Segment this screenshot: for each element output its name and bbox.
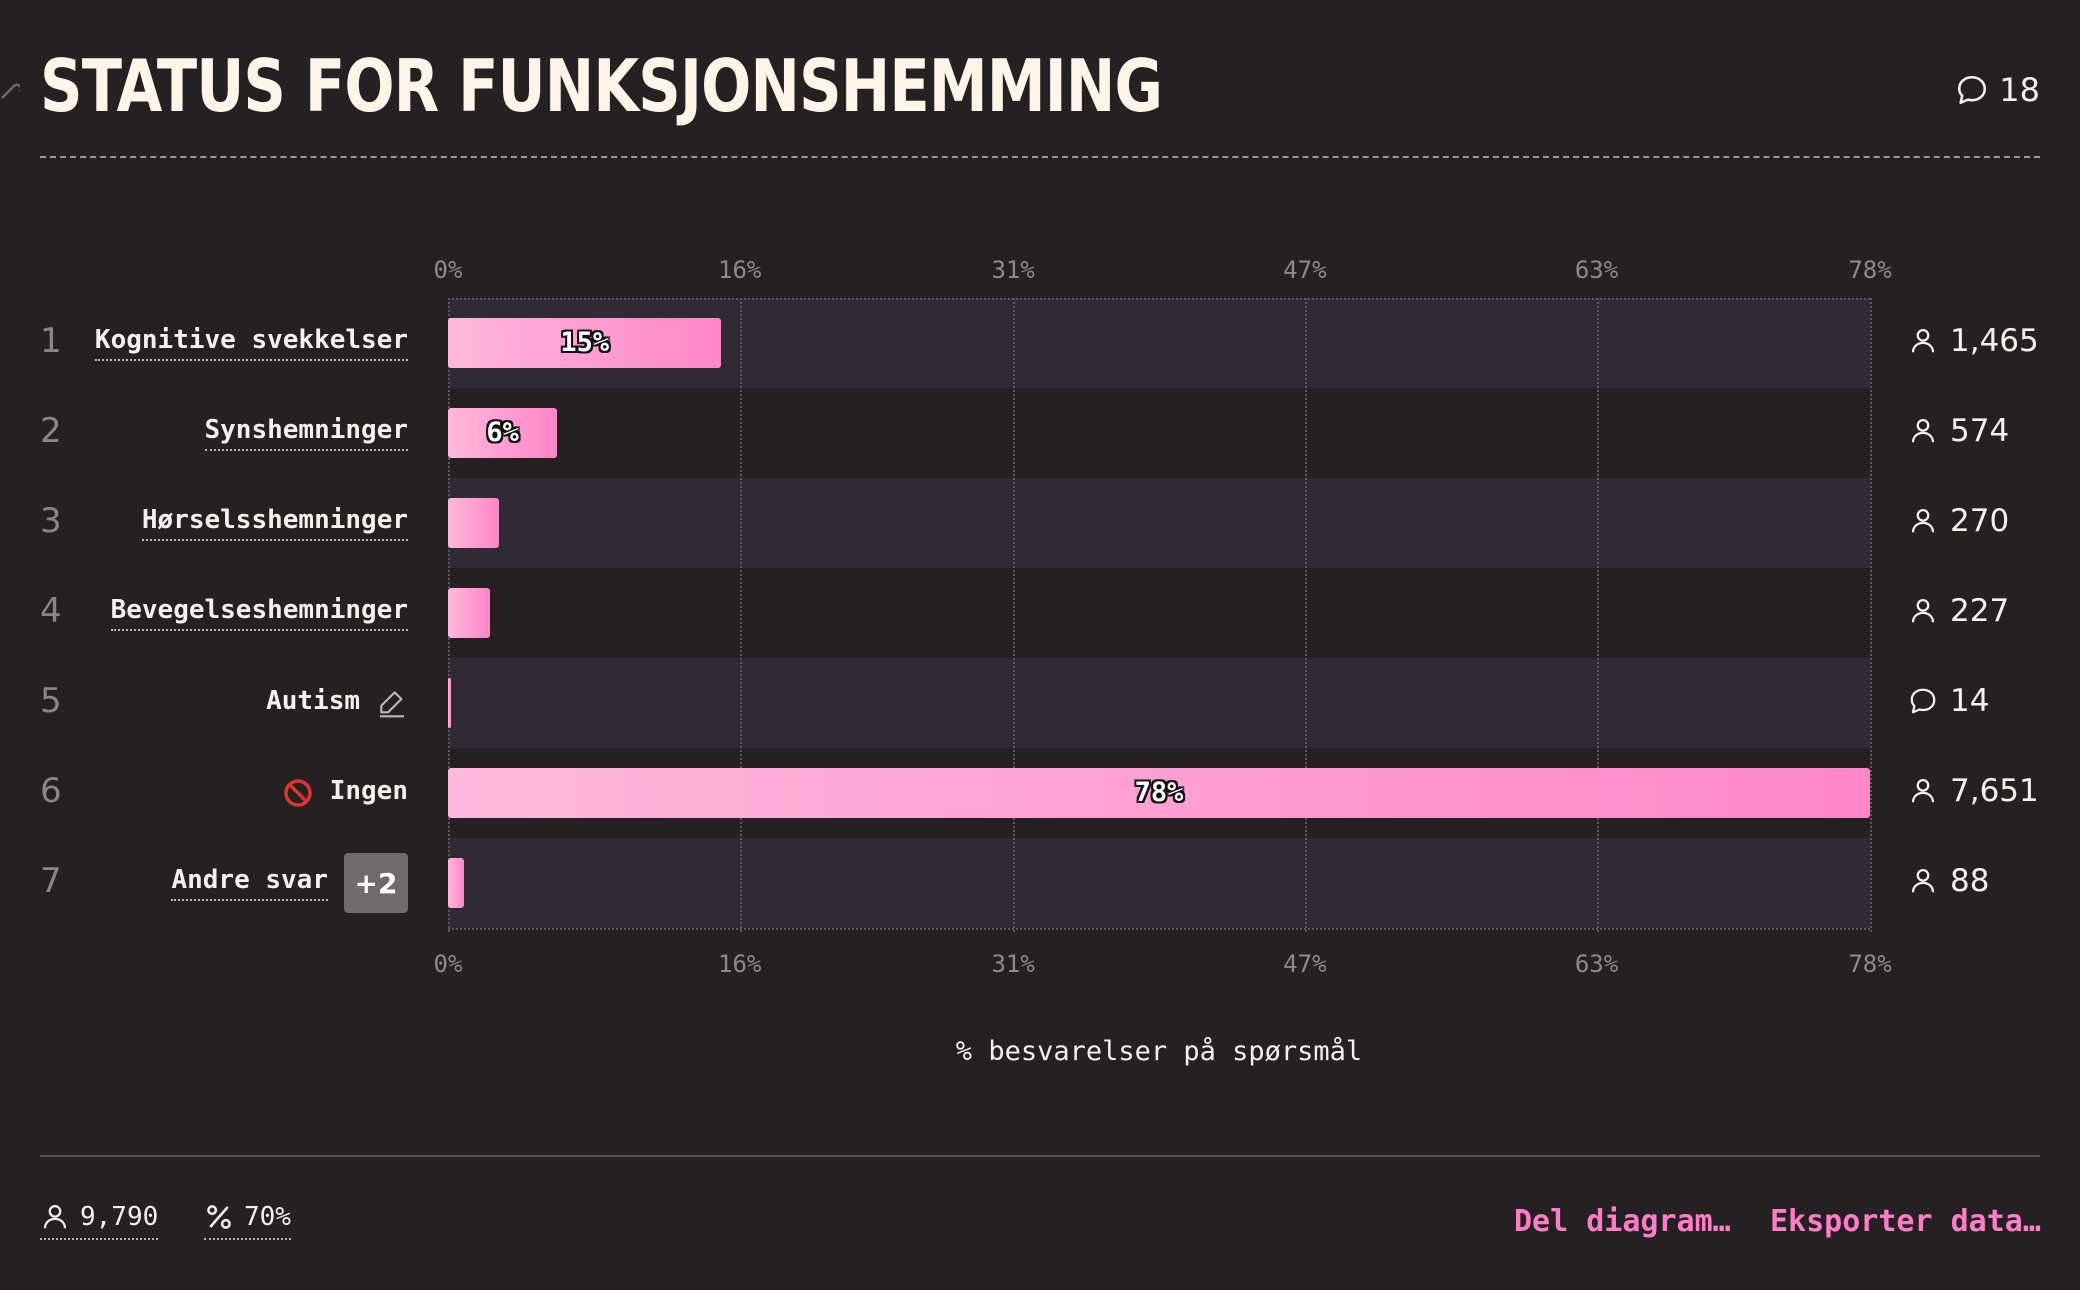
category-label-group: Synshemninger — [204, 403, 408, 463]
x-tick-label-bottom: 78% — [1848, 950, 1892, 978]
x-axis-top — [448, 298, 1870, 300]
respondents-stat[interactable]: 9,790 — [40, 1202, 159, 1240]
x-axis-bottom — [448, 928, 1870, 930]
category-label-group: Hørselsshemninger — [141, 493, 408, 553]
gridline — [1870, 298, 1872, 932]
no-entry-icon — [283, 779, 312, 807]
bar[interactable] — [448, 858, 465, 908]
x-tick-label-top: 47% — [1283, 256, 1327, 284]
x-tick-label-top: 63% — [1574, 256, 1619, 284]
page-title: STATUS FOR FUNKSJONSHEMMING — [40, 44, 1163, 128]
comment-icon — [1910, 688, 1936, 714]
person-icon — [43, 1205, 67, 1229]
rank-number: 6 — [40, 771, 62, 811]
percent-icon — [207, 1205, 231, 1229]
more-answers-badge[interactable]: +2 — [344, 853, 408, 913]
person-icon — [1911, 869, 1935, 893]
category-label-group: Ingen — [282, 763, 408, 823]
category-label-group: Autism — [266, 673, 408, 733]
response-count-value: 1,465 — [1950, 323, 2039, 359]
category-label[interactable]: Kognitive svekkelser — [94, 325, 408, 361]
response-count: 88 — [1908, 863, 1989, 899]
bar[interactable] — [448, 768, 1870, 818]
x-tick-label-top: 78% — [1848, 256, 1892, 284]
link-icon[interactable] — [0, 70, 20, 110]
bar[interactable] — [448, 408, 558, 458]
category-label[interactable]: Bevegelseshemninger — [110, 595, 408, 631]
comment-icon — [1958, 75, 1987, 105]
rank-number: 5 — [40, 681, 62, 721]
response-count: 14 — [1908, 683, 1989, 719]
person-icon — [1911, 599, 1935, 623]
comment-count: 18 — [1999, 71, 2040, 109]
respondents-count: 9,790 — [80, 1202, 159, 1232]
x-tick-label-top: 31% — [991, 256, 1035, 284]
comments-button[interactable]: 18 — [1955, 68, 2040, 112]
category-label-group: Kognitive svekkelser — [94, 313, 408, 373]
footer-divider — [40, 1155, 2040, 1157]
row-band-7 — [448, 838, 1870, 928]
bar-value-label: 15% — [560, 327, 610, 358]
title-divider — [40, 156, 2040, 158]
response-rate: 70% — [244, 1202, 291, 1232]
person-icon — [1911, 329, 1935, 353]
category-label[interactable]: Andre svar — [171, 865, 328, 901]
x-tick-label-bottom: 16% — [718, 950, 762, 978]
category-label[interactable]: Hørselsshemninger — [141, 505, 408, 541]
person-icon — [1911, 779, 1935, 803]
category-label: Autism — [266, 686, 360, 716]
response-count: 1,465 — [1908, 323, 2039, 359]
category-label-group: Bevegelseshemninger — [110, 583, 408, 643]
row-band-4 — [448, 568, 1870, 658]
rank-number: 3 — [40, 501, 62, 541]
rank-number: 2 — [40, 411, 62, 451]
share-chart-link[interactable]: Del diagram… — [1514, 1204, 1731, 1239]
pencil-icon[interactable] — [376, 687, 408, 719]
row-band-2 — [448, 388, 1870, 478]
rank-number: 1 — [40, 321, 62, 361]
response-count-value: 227 — [1950, 593, 2010, 629]
response-count: 574 — [1908, 413, 2009, 449]
gridline — [1304, 298, 1307, 932]
bar-value-label: 6% — [486, 417, 519, 448]
x-tick-label-top: 16% — [718, 256, 762, 284]
person-icon — [1911, 509, 1935, 533]
x-axis-label: % besvarelser på spørsmål — [955, 1036, 1363, 1067]
response-count-value: 14 — [1950, 683, 1990, 719]
response-count-value: 88 — [1950, 863, 1990, 899]
gridline — [739, 298, 742, 932]
row-band-3 — [448, 478, 1870, 568]
response-count-value: 270 — [1950, 503, 2010, 539]
person-icon — [1911, 419, 1935, 443]
bar[interactable] — [448, 678, 451, 728]
response-count-value: 574 — [1950, 413, 2010, 449]
x-tick-label-bottom: 31% — [991, 950, 1035, 978]
x-tick-label-bottom: 47% — [1283, 950, 1327, 978]
rank-number: 7 — [40, 861, 62, 901]
bar[interactable] — [448, 498, 500, 548]
gridline — [1596, 298, 1599, 932]
x-tick-label-bottom: 63% — [1574, 950, 1619, 978]
response-count-value: 7,651 — [1950, 773, 2039, 809]
response-count: 270 — [1908, 503, 2009, 539]
response-count: 7,651 — [1908, 773, 2039, 809]
x-tick-label-top: 0% — [433, 256, 463, 284]
gridline — [1013, 298, 1016, 932]
category-label: Ingen — [329, 776, 408, 806]
response-count: 227 — [1908, 593, 2009, 629]
response-rate-stat[interactable]: 70% — [204, 1202, 291, 1240]
category-label[interactable]: Synshemninger — [204, 415, 408, 451]
x-tick-label-bottom: 0% — [433, 950, 463, 978]
row-band-5 — [448, 658, 1870, 748]
bar[interactable] — [448, 588, 490, 638]
rank-number: 4 — [40, 591, 62, 631]
bar[interactable] — [448, 318, 722, 368]
export-data-link[interactable]: Eksporter data… — [1770, 1204, 2041, 1239]
bar-value-label: 78% — [1134, 777, 1184, 808]
category-label-group: Andre svar +2 — [171, 853, 408, 913]
